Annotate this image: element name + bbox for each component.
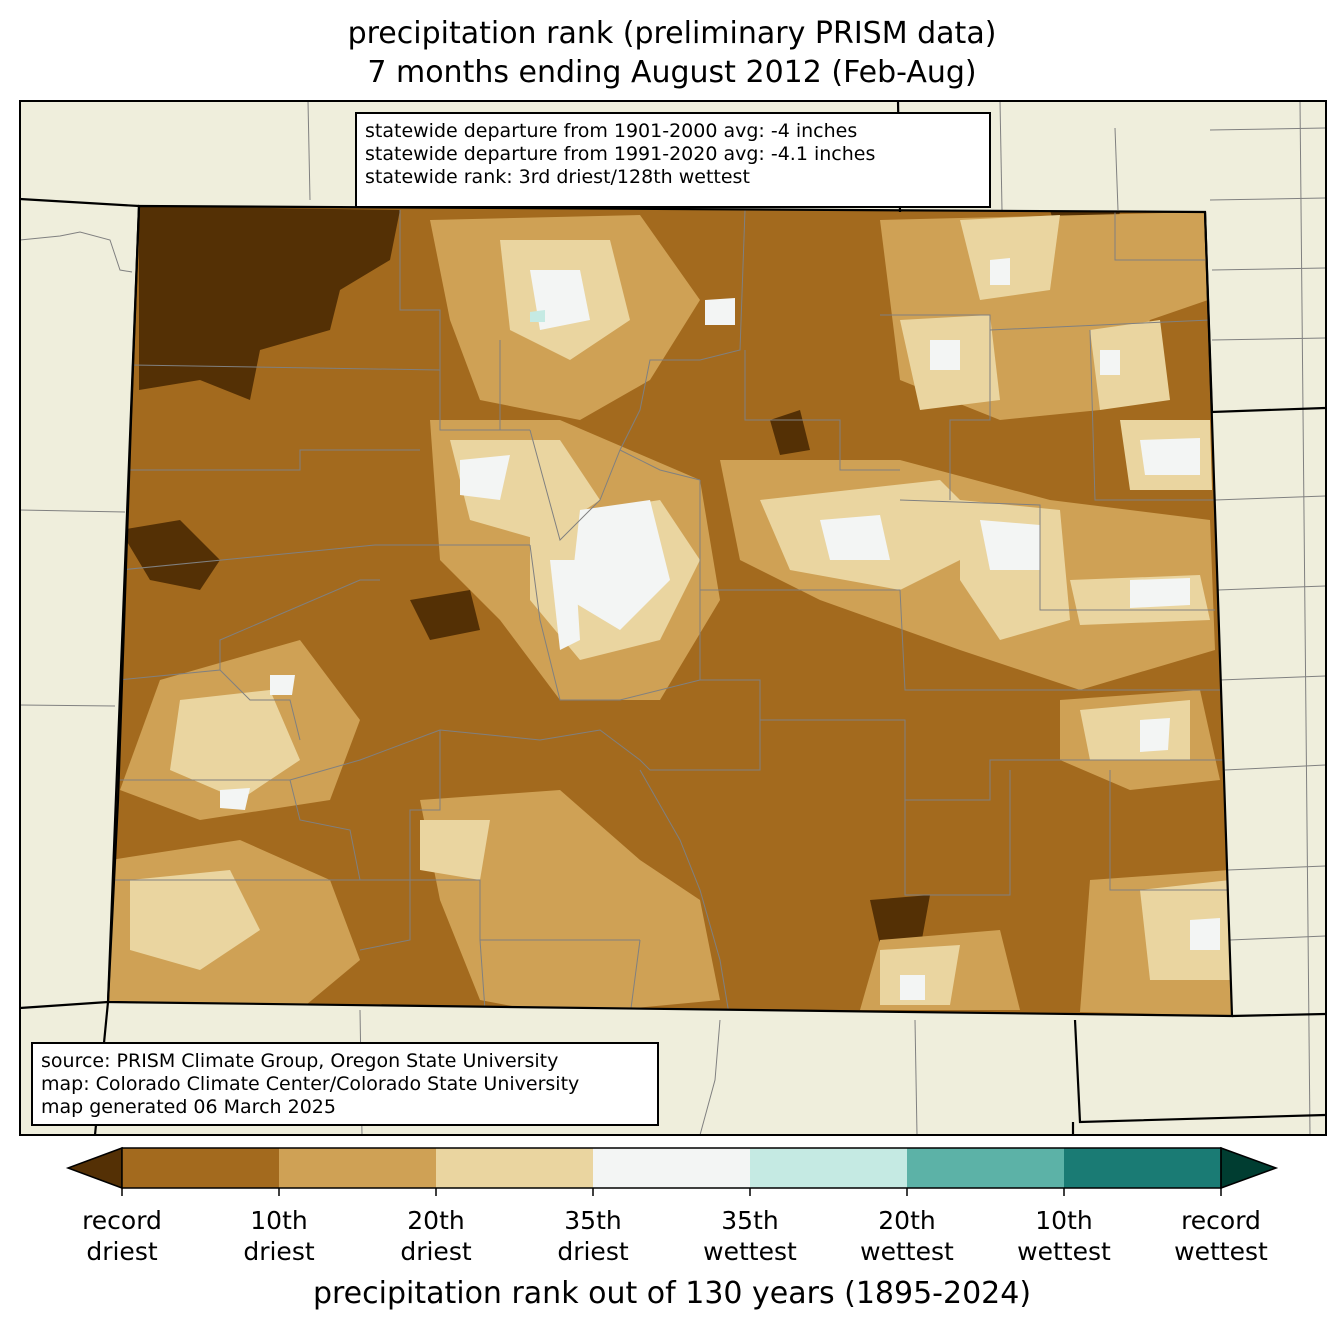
map-title-line2: 7 months ending August 2012 (Feb-Aug) <box>367 55 977 90</box>
colorado-rank-fill <box>108 206 1232 1016</box>
colorbar-tick-10th-driest: 10th driest <box>243 1206 315 1266</box>
stats-line-3: statewide rank: 3rd driest/128th wettest <box>365 166 750 188</box>
map-title-line1: precipitation rank (preliminary PRISM da… <box>347 16 997 51</box>
map-frame <box>19 100 1327 1136</box>
county-lines <box>112 209 1230 1016</box>
colorbar-tick-record-driest: record driest <box>82 1206 162 1266</box>
colorbar-tick-35th-wettest: 35th wettest <box>703 1206 797 1266</box>
colorbar-tick-20th-driest: 20th driest <box>400 1206 472 1266</box>
source-credits-box: source: PRISM Climate Group, Oregon Stat… <box>31 1042 659 1126</box>
colorbar-tick-10th-wettest: 10th wettest <box>1017 1206 1111 1266</box>
source-line-2: map: Colorado Climate Center/Colorado St… <box>41 1073 580 1095</box>
statewide-stats-box: statewide departure from 1901-2000 avg: … <box>355 112 991 208</box>
stats-line-1: statewide departure from 1901-2000 avg: … <box>365 120 858 142</box>
source-line-1: source: PRISM Climate Group, Oregon Stat… <box>41 1050 559 1072</box>
source-line-3: map generated 06 March 2025 <box>41 1096 336 1118</box>
neighbor-county-lines <box>19 100 1326 1136</box>
colorbar-tick-record-wettest: record wettest <box>1174 1206 1268 1266</box>
colorbar-tick-20th-wettest: 20th wettest <box>860 1206 954 1266</box>
colorbar-title: precipitation rank out of 130 years (189… <box>312 1276 1032 1311</box>
stats-line-2: statewide departure from 1991-2020 avg: … <box>365 143 876 165</box>
colorbar-tick-35th-driest: 35th driest <box>557 1206 629 1266</box>
